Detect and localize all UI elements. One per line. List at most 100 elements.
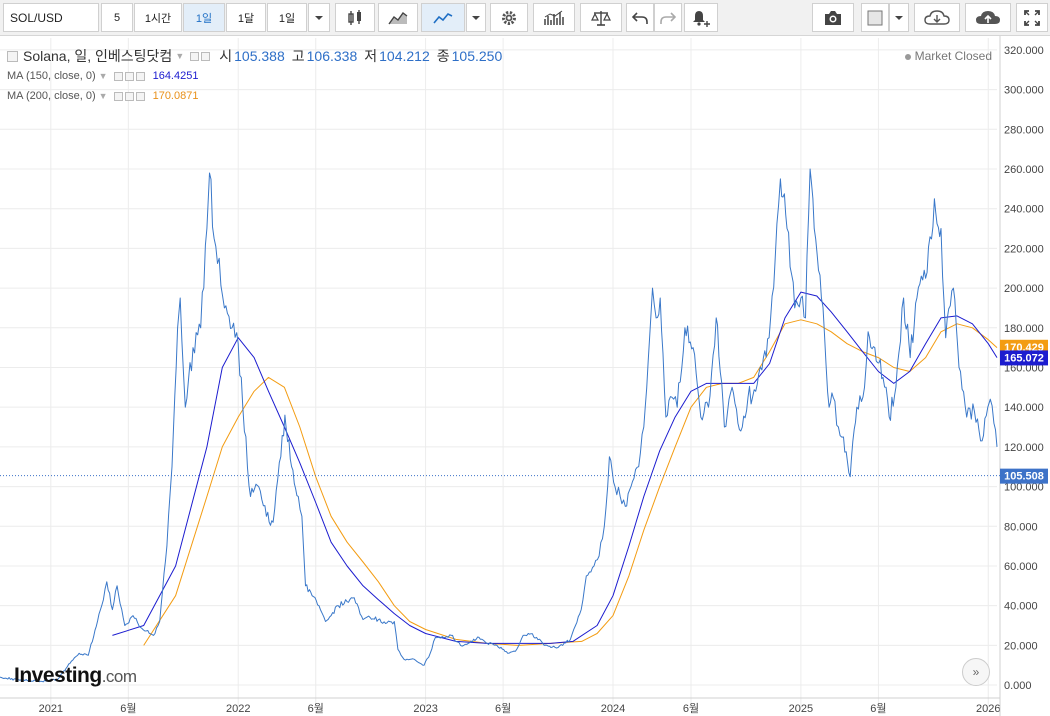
scroll-to-latest-button[interactable]: » <box>962 658 990 686</box>
eye-icon[interactable] <box>113 71 123 81</box>
fullscreen-button[interactable] <box>1016 3 1048 32</box>
y-tick-label: 240.000 <box>1004 204 1044 216</box>
double-chevron-right-icon: » <box>972 665 980 679</box>
y-tick-label: 300.000 <box>1004 85 1044 97</box>
x-tick-label: 6월 <box>495 702 511 715</box>
price-tag-label: 105.508 <box>1004 471 1044 483</box>
y-tick-label: 60.000 <box>1004 561 1038 573</box>
line-chart-button[interactable] <box>421 3 465 32</box>
eye-icon[interactable] <box>190 51 200 61</box>
gear-icon[interactable] <box>124 91 134 101</box>
chart-type-dropdown-button[interactable] <box>466 3 486 32</box>
color-dropdown-button[interactable] <box>889 3 909 32</box>
candlestick-chart-button[interactable] <box>335 3 375 32</box>
legend-ma150-row: MA (150, close, 0) ▼ 164.4251 <box>7 66 502 86</box>
y-tick-label: 0.000 <box>1004 680 1032 692</box>
interval-1hour[interactable]: 1시간 <box>134 3 182 32</box>
undo-button[interactable] <box>626 3 654 32</box>
open-value: 105.388 <box>234 48 285 64</box>
redo-icon <box>660 11 676 24</box>
y-tick-label: 260.000 <box>1004 164 1044 176</box>
low-value: 104.212 <box>379 48 430 64</box>
gear-icon[interactable] <box>124 71 134 81</box>
legend-title: Solana, 일, 인베스팅닷컴 <box>23 48 173 64</box>
caret-down-icon <box>315 15 323 20</box>
toolbar: SOL/USD 5 1시간 1일 1달 1일 <box>0 0 1050 36</box>
candlestick-icon <box>348 9 361 25</box>
close-value: 105.250 <box>451 48 503 64</box>
y-tick-label: 200.000 <box>1004 283 1044 295</box>
open-label: 시 <box>219 48 233 64</box>
area-chart-button[interactable] <box>378 3 418 32</box>
close-icon[interactable] <box>135 91 145 101</box>
gear-icon[interactable] <box>201 51 211 61</box>
eye-icon[interactable] <box>113 91 123 101</box>
investing-logo: Investing.com <box>14 664 137 688</box>
ma150-line <box>112 291 998 644</box>
compare-button[interactable] <box>580 3 622 32</box>
x-tick-label: 2023 <box>413 703 437 715</box>
caret-down-icon[interactable]: ▼ <box>98 71 108 81</box>
indicators-icon <box>544 10 564 25</box>
brand-suffix: .com <box>101 667 137 686</box>
chart-area[interactable]: 0.000 20.000 40.000 60.000 80.000 100.000 120.… <box>0 36 1050 716</box>
interval-selector[interactable]: 1일 <box>267 3 307 32</box>
y-tick-label: 80.000 <box>1004 521 1038 533</box>
compare-icon <box>591 10 611 26</box>
interval-dropdown-button[interactable] <box>308 3 330 32</box>
y-tick-label: 100.000 <box>1004 482 1044 494</box>
x-tick-label: 6월 <box>683 702 699 715</box>
area-chart-icon <box>388 11 408 24</box>
market-status: Market Closed <box>904 49 992 63</box>
cloud-upload-icon <box>976 10 1000 24</box>
x-tick-label: 6월 <box>120 702 136 715</box>
settings-button[interactable] <box>490 3 528 32</box>
x-tick-label: 2021 <box>39 703 63 715</box>
brand-name: Investing <box>14 664 102 687</box>
close-label: 종 <box>436 48 450 64</box>
y-tick-label: 320.000 <box>1004 45 1044 57</box>
interval-1day[interactable]: 1일 <box>183 3 225 32</box>
screenshot-button[interactable] <box>812 3 854 32</box>
ma200-value: 170.0871 <box>152 90 199 102</box>
high-value: 106.338 <box>306 48 358 64</box>
ma150-value: 164.4251 <box>152 70 199 82</box>
legend-ma200-row: MA (200, close, 0) ▼ 170.0871 <box>7 86 502 106</box>
gear-icon <box>502 10 516 25</box>
line-chart-icon <box>433 12 453 24</box>
fullscreen-icon <box>1024 9 1040 26</box>
x-tick-label: 6월 <box>870 702 886 715</box>
interval-5min[interactable]: 5 <box>101 3 133 32</box>
caret-down-icon <box>472 15 480 20</box>
x-tick-label: 2025 <box>789 703 813 715</box>
load-chart-button[interactable] <box>914 3 960 32</box>
x-tick-label: 2022 <box>226 703 250 715</box>
y-tick-label: 40.000 <box>1004 601 1038 613</box>
undo-icon <box>632 11 648 24</box>
redo-button[interactable] <box>654 3 682 32</box>
y-tick-label: 140.000 <box>1004 402 1044 414</box>
save-chart-button[interactable] <box>965 3 1011 32</box>
y-tick-label: 220.000 <box>1004 243 1044 255</box>
color-button[interactable] <box>861 3 889 32</box>
indicators-button[interactable] <box>533 3 575 32</box>
price-line <box>0 168 998 683</box>
caret-down-icon[interactable]: ▼ <box>98 91 108 101</box>
x-tick-label: 2026 <box>976 703 1000 715</box>
high-label: 고 <box>291 48 305 64</box>
symbol-input[interactable]: SOL/USD <box>3 3 99 32</box>
ma200-label: MA (200, close, 0) <box>7 90 96 102</box>
add-alert-button[interactable] <box>684 3 718 32</box>
low-label: 저 <box>364 48 378 64</box>
price-tag-ma150 <box>1000 350 1048 366</box>
caret-down-icon <box>895 15 903 20</box>
collapse-icon[interactable] <box>7 50 18 62</box>
caret-down-icon[interactable]: ▼ <box>175 51 185 61</box>
alert-add-icon <box>693 10 710 27</box>
close-icon[interactable] <box>135 71 145 81</box>
price-tag-label: 165.072 <box>1004 352 1044 364</box>
x-tick-label: 2024 <box>601 703 625 715</box>
interval-1month[interactable]: 1달 <box>226 3 266 32</box>
